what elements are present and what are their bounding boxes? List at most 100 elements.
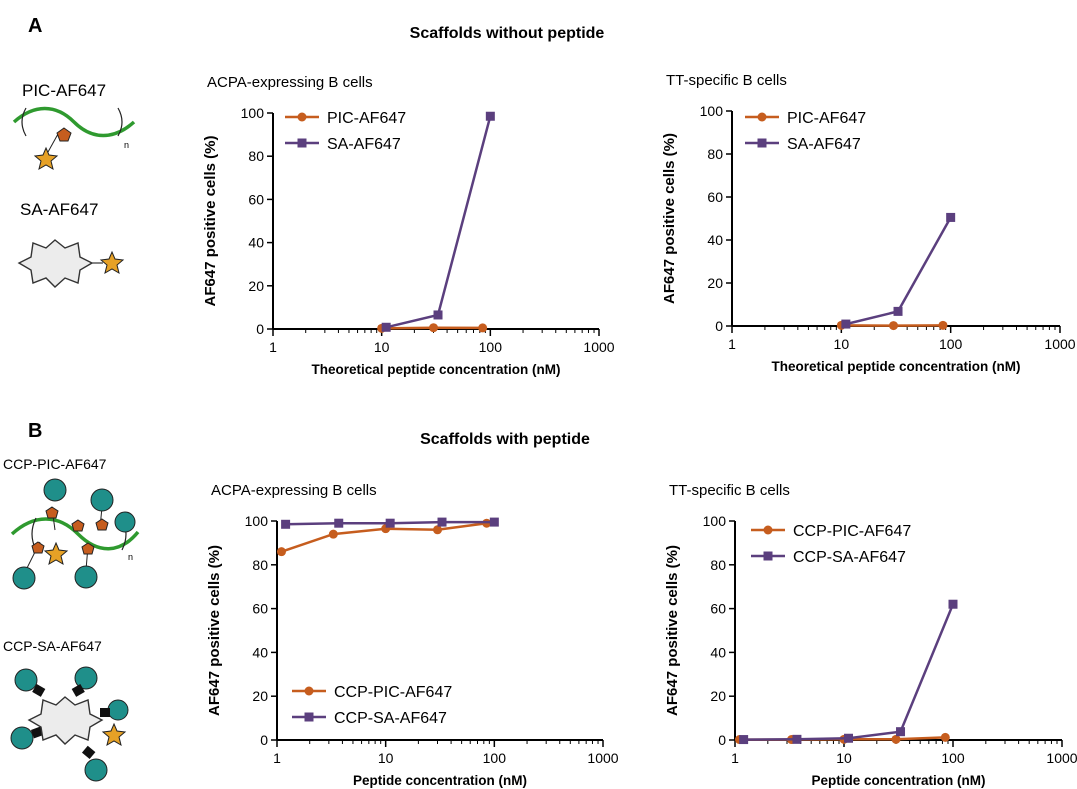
legend-label: SA-AF647 xyxy=(787,136,861,153)
data-point-square xyxy=(792,734,802,744)
y-tick-label: 40 xyxy=(248,235,264,251)
y-tick-label: 100 xyxy=(245,513,269,529)
y-tick-label: 100 xyxy=(703,513,727,529)
y-axis-label: AF647 positive cells (%) xyxy=(664,545,681,716)
chart-title: TT-specific B cells xyxy=(669,482,790,499)
x-tick-label: 1 xyxy=(273,750,281,766)
y-tick-label: 0 xyxy=(715,318,723,334)
data-point-square xyxy=(948,599,958,609)
x-tick-label: 100 xyxy=(939,336,963,352)
data-point-circle xyxy=(888,321,898,331)
chart-title: ACPA-expressing B cells xyxy=(207,74,373,91)
x-tick-label: 1000 xyxy=(1046,750,1077,766)
legend-marker xyxy=(297,112,307,122)
data-point-square xyxy=(896,727,906,737)
chart-title: ACPA-expressing B cells xyxy=(211,482,377,499)
data-point-square xyxy=(841,319,851,329)
y-tick-label: 0 xyxy=(256,321,264,337)
x-tick-label: 10 xyxy=(374,339,390,355)
data-point-square xyxy=(946,212,956,222)
data-point-circle xyxy=(478,323,488,333)
x-tick-label: 1 xyxy=(731,750,739,766)
x-tick-label: 1 xyxy=(728,336,736,352)
x-tick-label: 100 xyxy=(941,750,965,766)
legend-marker xyxy=(757,112,767,122)
data-point-square xyxy=(281,519,291,529)
legend-label: CCP-PIC-AF647 xyxy=(334,684,452,701)
legend-marker xyxy=(304,712,314,722)
x-tick-label: 10 xyxy=(834,336,850,352)
y-tick-label: 40 xyxy=(707,232,723,248)
x-axis-label: Peptide concentration (nM) xyxy=(353,773,527,788)
data-point-square xyxy=(485,111,495,121)
y-tick-label: 0 xyxy=(260,732,268,748)
data-point-square xyxy=(844,733,854,743)
y-tick-label: 60 xyxy=(707,189,723,205)
x-axis-label: Peptide concentration (nM) xyxy=(811,773,985,788)
x-tick-label: 100 xyxy=(479,339,503,355)
data-point-square xyxy=(381,322,391,332)
chart-a-acpa: ACPA-expressing B cells 0 20 40 60 80 100 1 10 10… xyxy=(202,74,615,377)
data-point-square xyxy=(334,518,344,528)
legend-marker xyxy=(763,525,773,535)
data-point-square xyxy=(437,517,447,527)
y-tick-label: 60 xyxy=(248,191,264,207)
y-tick-label: 20 xyxy=(710,688,726,704)
data-point-square xyxy=(385,518,395,528)
y-tick-label: 20 xyxy=(252,688,268,704)
legend-label: CCP-SA-AF647 xyxy=(793,549,906,566)
data-point-square xyxy=(893,306,903,316)
data-point-circle xyxy=(938,320,948,330)
schematic-label-sa: SA-AF647 xyxy=(20,200,98,219)
svg-text:n: n xyxy=(128,552,133,562)
y-tick-label: 80 xyxy=(710,557,726,573)
chart-b-acpa: ACPA-expressing B cells 0 20 40 60 80 100 1 10 10… xyxy=(206,482,619,788)
chart-b-tt: TT-specific B cells 0 20 40 60 80 100 1 10 100 100… xyxy=(664,482,1077,788)
y-tick-label: 40 xyxy=(710,644,726,660)
data-point-square xyxy=(739,735,749,745)
legend-label: PIC-AF647 xyxy=(327,110,406,127)
data-point-square xyxy=(433,310,443,320)
schematic-label-pic: PIC-AF647 xyxy=(22,81,106,100)
panel-b-heading: Scaffolds with peptide xyxy=(420,431,590,448)
schematic-label-ccp-sa: CCP-SA-AF647 xyxy=(3,638,102,654)
y-axis-label: AF647 positive cells (%) xyxy=(206,545,223,716)
x-tick-label: 100 xyxy=(483,750,507,766)
legend-marker xyxy=(304,686,314,696)
data-point-circle xyxy=(433,525,443,535)
legend-label: SA-AF647 xyxy=(327,136,401,153)
data-point-circle xyxy=(891,734,901,744)
panel-a-heading: Scaffolds without peptide xyxy=(410,25,605,42)
pic-polymer-dye-icon: n xyxy=(12,106,136,171)
y-tick-label: 60 xyxy=(710,601,726,617)
panel-b-letter: B xyxy=(28,420,42,442)
legend-marker xyxy=(763,551,773,561)
x-tick-label: 10 xyxy=(836,750,852,766)
y-tick-label: 20 xyxy=(248,278,264,294)
x-axis-label: Theoretical peptide concentration (nM) xyxy=(311,362,560,377)
y-tick-label: 40 xyxy=(252,644,268,660)
x-tick-label: 10 xyxy=(378,750,394,766)
data-point-circle xyxy=(328,529,338,539)
y-tick-label: 100 xyxy=(241,105,265,121)
series-line-1 xyxy=(385,115,492,329)
y-tick-label: 80 xyxy=(252,557,268,573)
data-point-circle xyxy=(429,323,439,333)
y-axis-label: AF647 positive cells (%) xyxy=(661,133,678,304)
legend-label: CCP-PIC-AF647 xyxy=(793,523,911,540)
x-axis-label: Theoretical peptide concentration (nM) xyxy=(771,359,1020,374)
data-point-circle xyxy=(276,547,286,557)
y-tick-label: 20 xyxy=(707,275,723,291)
x-tick-label: 1000 xyxy=(587,750,618,766)
x-tick-label: 1000 xyxy=(1044,336,1075,352)
data-point-square xyxy=(489,517,499,527)
panel-a-letter: A xyxy=(28,15,42,37)
x-tick-label: 1000 xyxy=(583,339,614,355)
schematic-label-ccp-pic: CCP-PIC-AF647 xyxy=(3,456,107,472)
y-tick-label: 80 xyxy=(248,148,264,164)
chart-a-tt: TT-specific B cells 0 20 40 60 80 100 1 10 100 100… xyxy=(661,72,1076,374)
y-tick-label: 0 xyxy=(718,732,726,748)
legend-label: PIC-AF647 xyxy=(787,110,866,127)
ccp-pic-polymer-icon: n xyxy=(10,478,140,590)
